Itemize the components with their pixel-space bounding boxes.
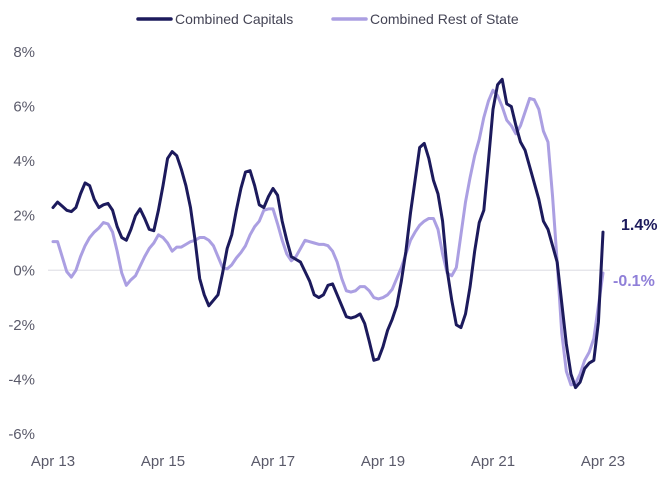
x-tick-label: Apr 15 [141,453,185,470]
series-lines [51,77,605,390]
y-tick-label: -2% [8,317,35,334]
x-tick-label: Apr 13 [31,453,75,470]
x-tick-label: Apr 19 [361,453,405,470]
end-label-combined-capitals: 1.4% [621,217,657,234]
legend-label-combined-rest-of-state: Combined Rest of State [370,11,519,27]
legend: Combined Capitals Combined Rest of State [136,11,519,27]
x-axis-ticks: Apr 13 Apr 15 Apr 17 Apr 19 Apr 21 Apr 23 [31,453,625,470]
end-label-combined-rest-of-state: -0.1% [613,273,655,290]
y-tick-label: 4% [13,153,35,170]
y-tick-label: 2% [13,208,35,225]
y-tick-label: 8% [13,44,35,61]
y-tick-label: -6% [8,426,35,443]
y-tick-label: 6% [13,99,35,116]
x-tick-label: Apr 23 [581,453,625,470]
series-line-combined-rest-of-state [51,88,605,387]
y-tick-label: -4% [8,371,35,388]
y-axis-ticks: 8% 6% 4% 2% 0% -2% -4% -6% [8,44,35,443]
legend-label-combined-capitals: Combined Capitals [175,11,293,27]
series-line-combined-capitals [51,77,605,390]
y-tick-label: 0% [13,262,35,279]
x-tick-label: Apr 17 [251,453,295,470]
x-tick-label: Apr 21 [471,453,515,470]
